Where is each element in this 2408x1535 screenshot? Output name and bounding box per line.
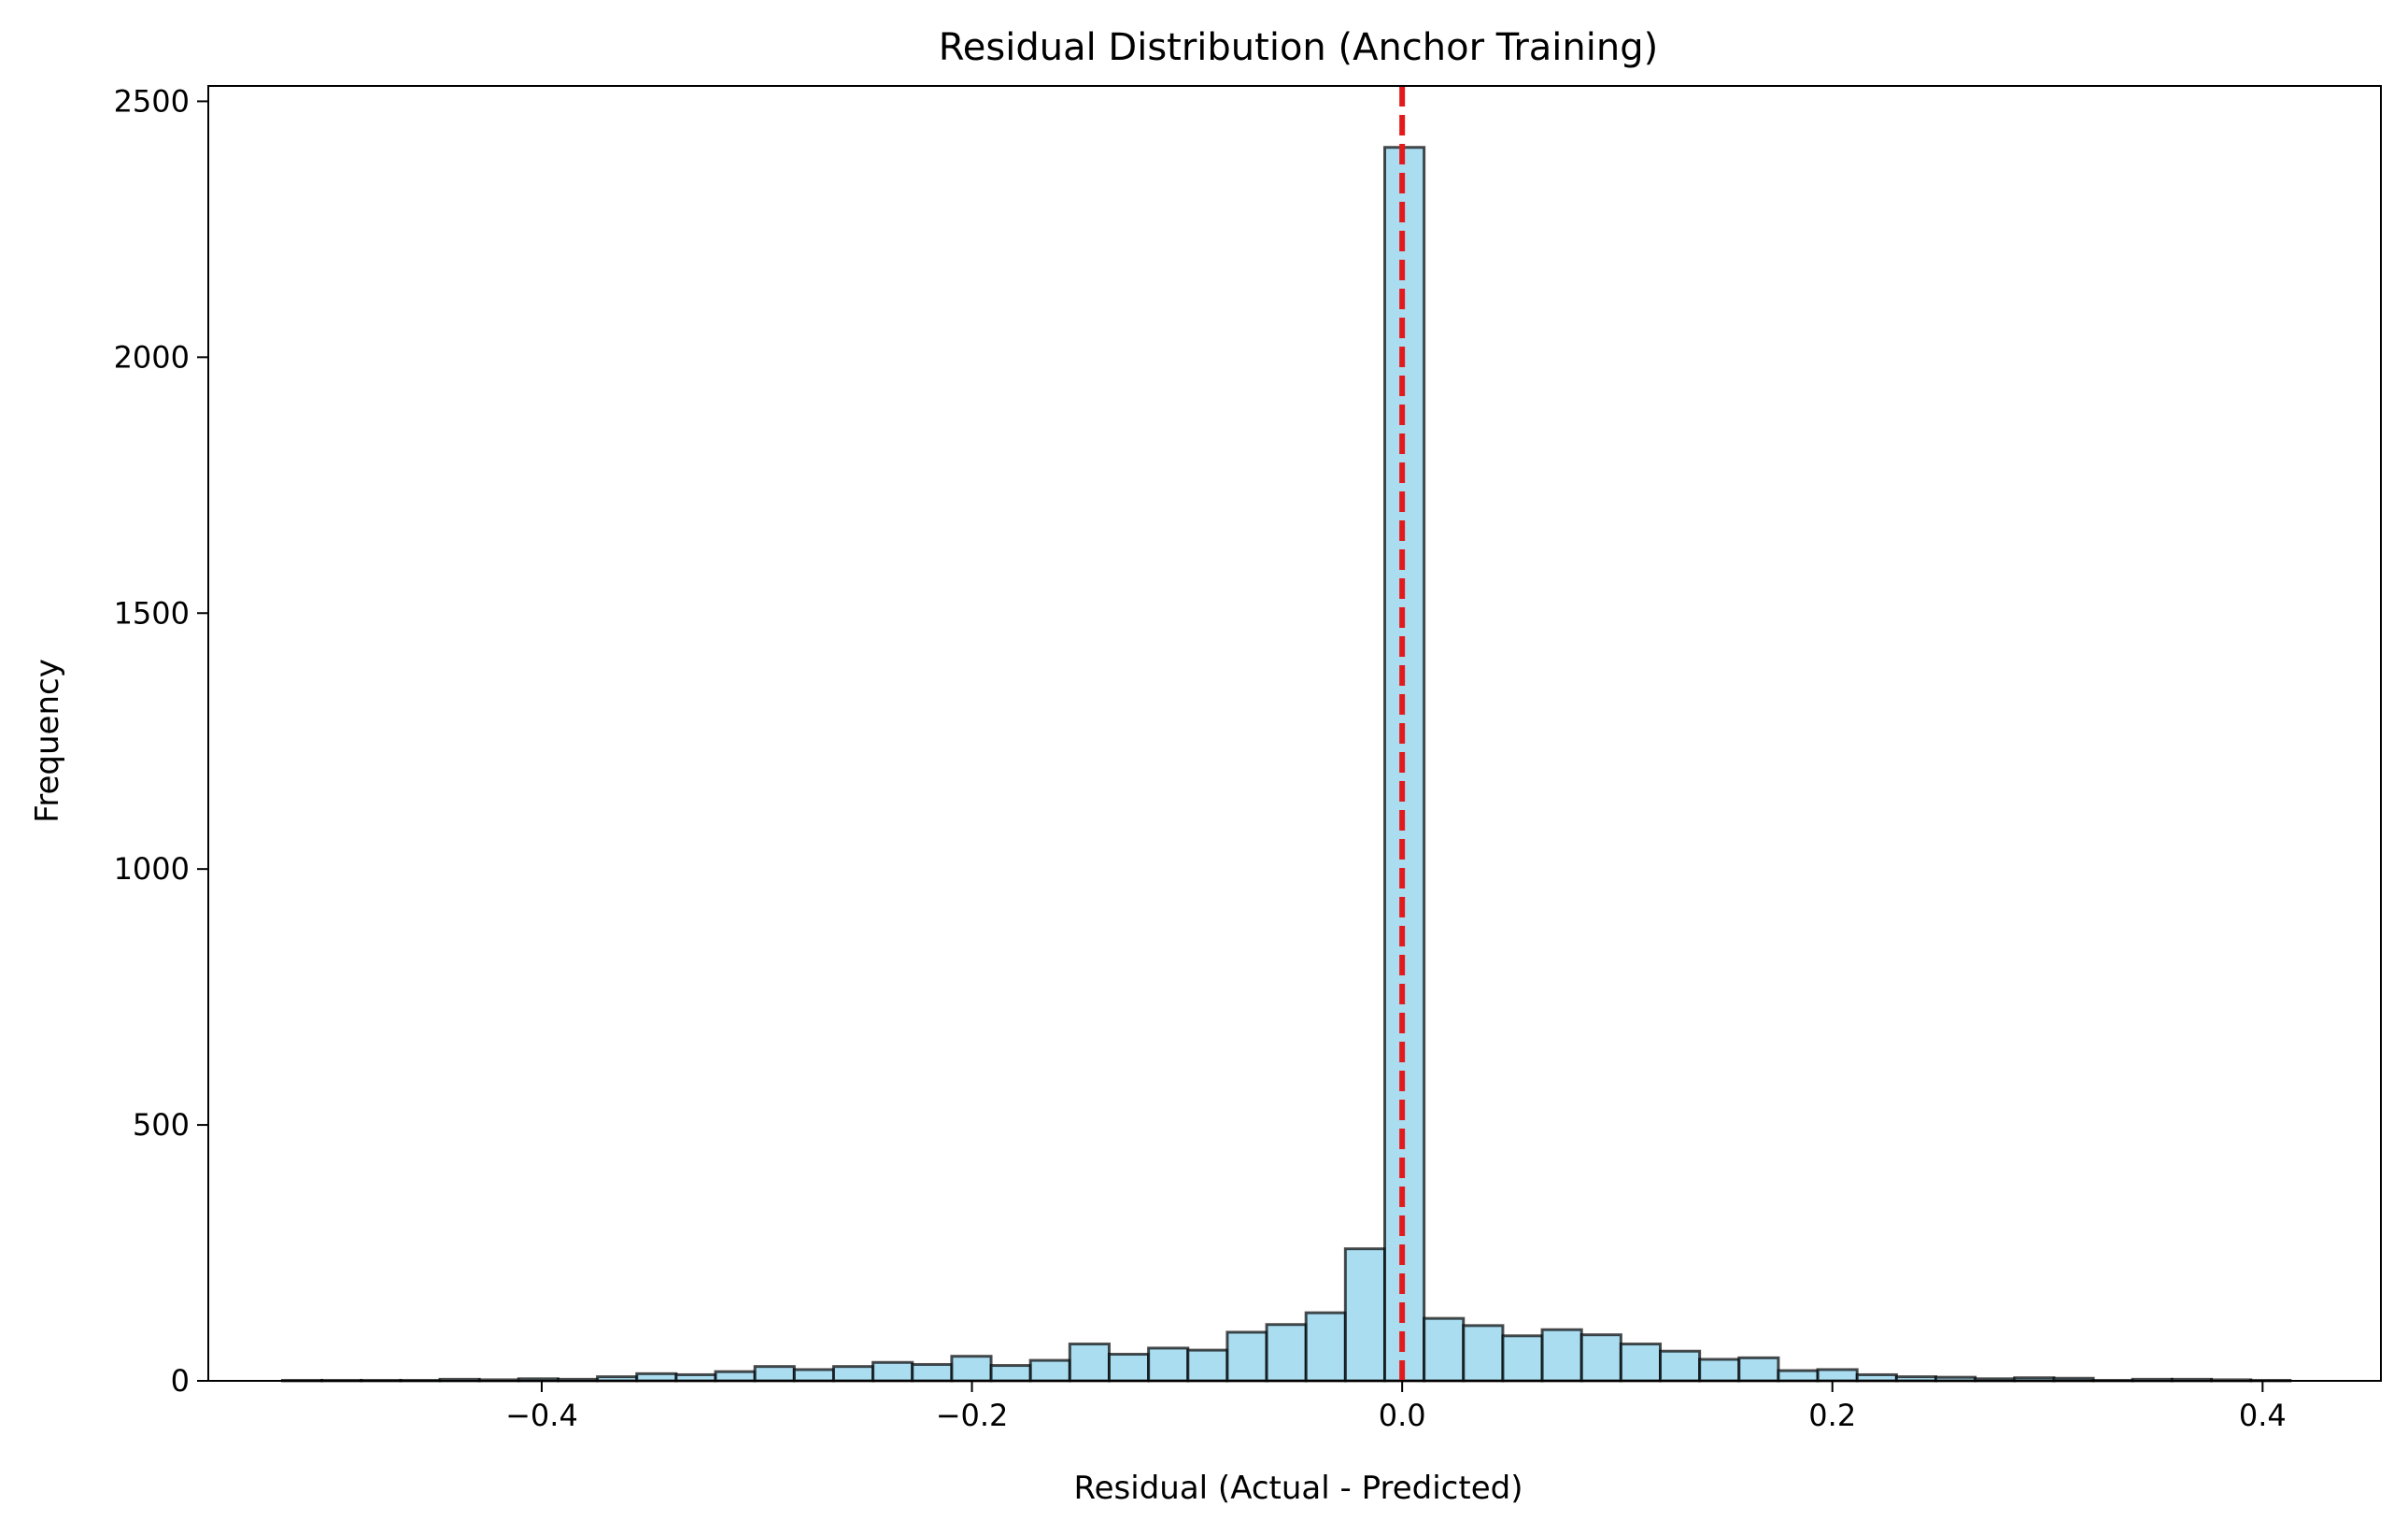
x-tick-label: 0.0	[1379, 1398, 1426, 1433]
y-tick-label: 500	[133, 1107, 190, 1143]
histogram-bar	[792, 1368, 835, 1383]
histogram-bar	[1737, 1356, 1780, 1383]
x-tick-label: −0.4	[505, 1398, 578, 1433]
chart-title: Residual Distribution (Anchor Training)	[939, 26, 1658, 69]
histogram-bar	[1068, 1343, 1111, 1383]
histogram-bar	[1186, 1348, 1229, 1383]
histogram-bar	[871, 1360, 914, 1383]
histogram-bar	[635, 1372, 678, 1383]
histogram-bar	[950, 1355, 993, 1383]
histogram-bar	[1540, 1328, 1583, 1383]
y-axis-ticks: 0 500 1000 1500 2000 2500	[114, 83, 208, 1399]
y-tick-label: 1500	[114, 595, 190, 631]
histogram-bar	[1659, 1349, 1702, 1383]
y-axis-label: Frequency	[29, 659, 66, 823]
histogram-bar	[989, 1364, 1032, 1383]
histogram-bar	[911, 1362, 954, 1383]
histogram-bars	[280, 146, 2292, 1383]
histogram-bar	[1147, 1346, 1190, 1383]
histogram-bar	[1698, 1357, 1741, 1383]
y-tick-label: 2500	[114, 83, 190, 119]
histogram-bar	[1462, 1324, 1505, 1383]
x-tick-label: 0.2	[1808, 1398, 1856, 1433]
y-tick-label: 1000	[114, 851, 190, 887]
y-tick-label: 2000	[114, 339, 190, 375]
histogram-bar	[1343, 1247, 1386, 1383]
x-tick-label: −0.2	[936, 1398, 1009, 1433]
x-axis-label: Residual (Actual - Predicted)	[1074, 1470, 1523, 1507]
histogram-bar	[753, 1365, 796, 1383]
histogram-bar	[714, 1370, 757, 1383]
histogram-bar	[1579, 1333, 1622, 1383]
histogram-bar	[1777, 1369, 1820, 1383]
x-axis-ticks: −0.4 −0.2 0.0 0.2 0.4	[505, 1381, 2287, 1433]
histogram-bar	[831, 1365, 875, 1383]
plot-frame	[207, 85, 2382, 1382]
histogram-bar	[1225, 1330, 1268, 1383]
histogram-bar	[1304, 1311, 1347, 1383]
histogram-bar	[1423, 1316, 1466, 1383]
y-tick-label: 0	[171, 1363, 190, 1399]
histogram-bar	[1501, 1334, 1544, 1383]
histogram-bar	[1265, 1323, 1308, 1383]
histogram-bar	[1028, 1358, 1071, 1383]
x-tick-label: 0.4	[2239, 1398, 2287, 1433]
histogram-bar	[1619, 1343, 1663, 1383]
histogram-bar	[1816, 1368, 1859, 1383]
histogram-bar	[1107, 1353, 1151, 1383]
